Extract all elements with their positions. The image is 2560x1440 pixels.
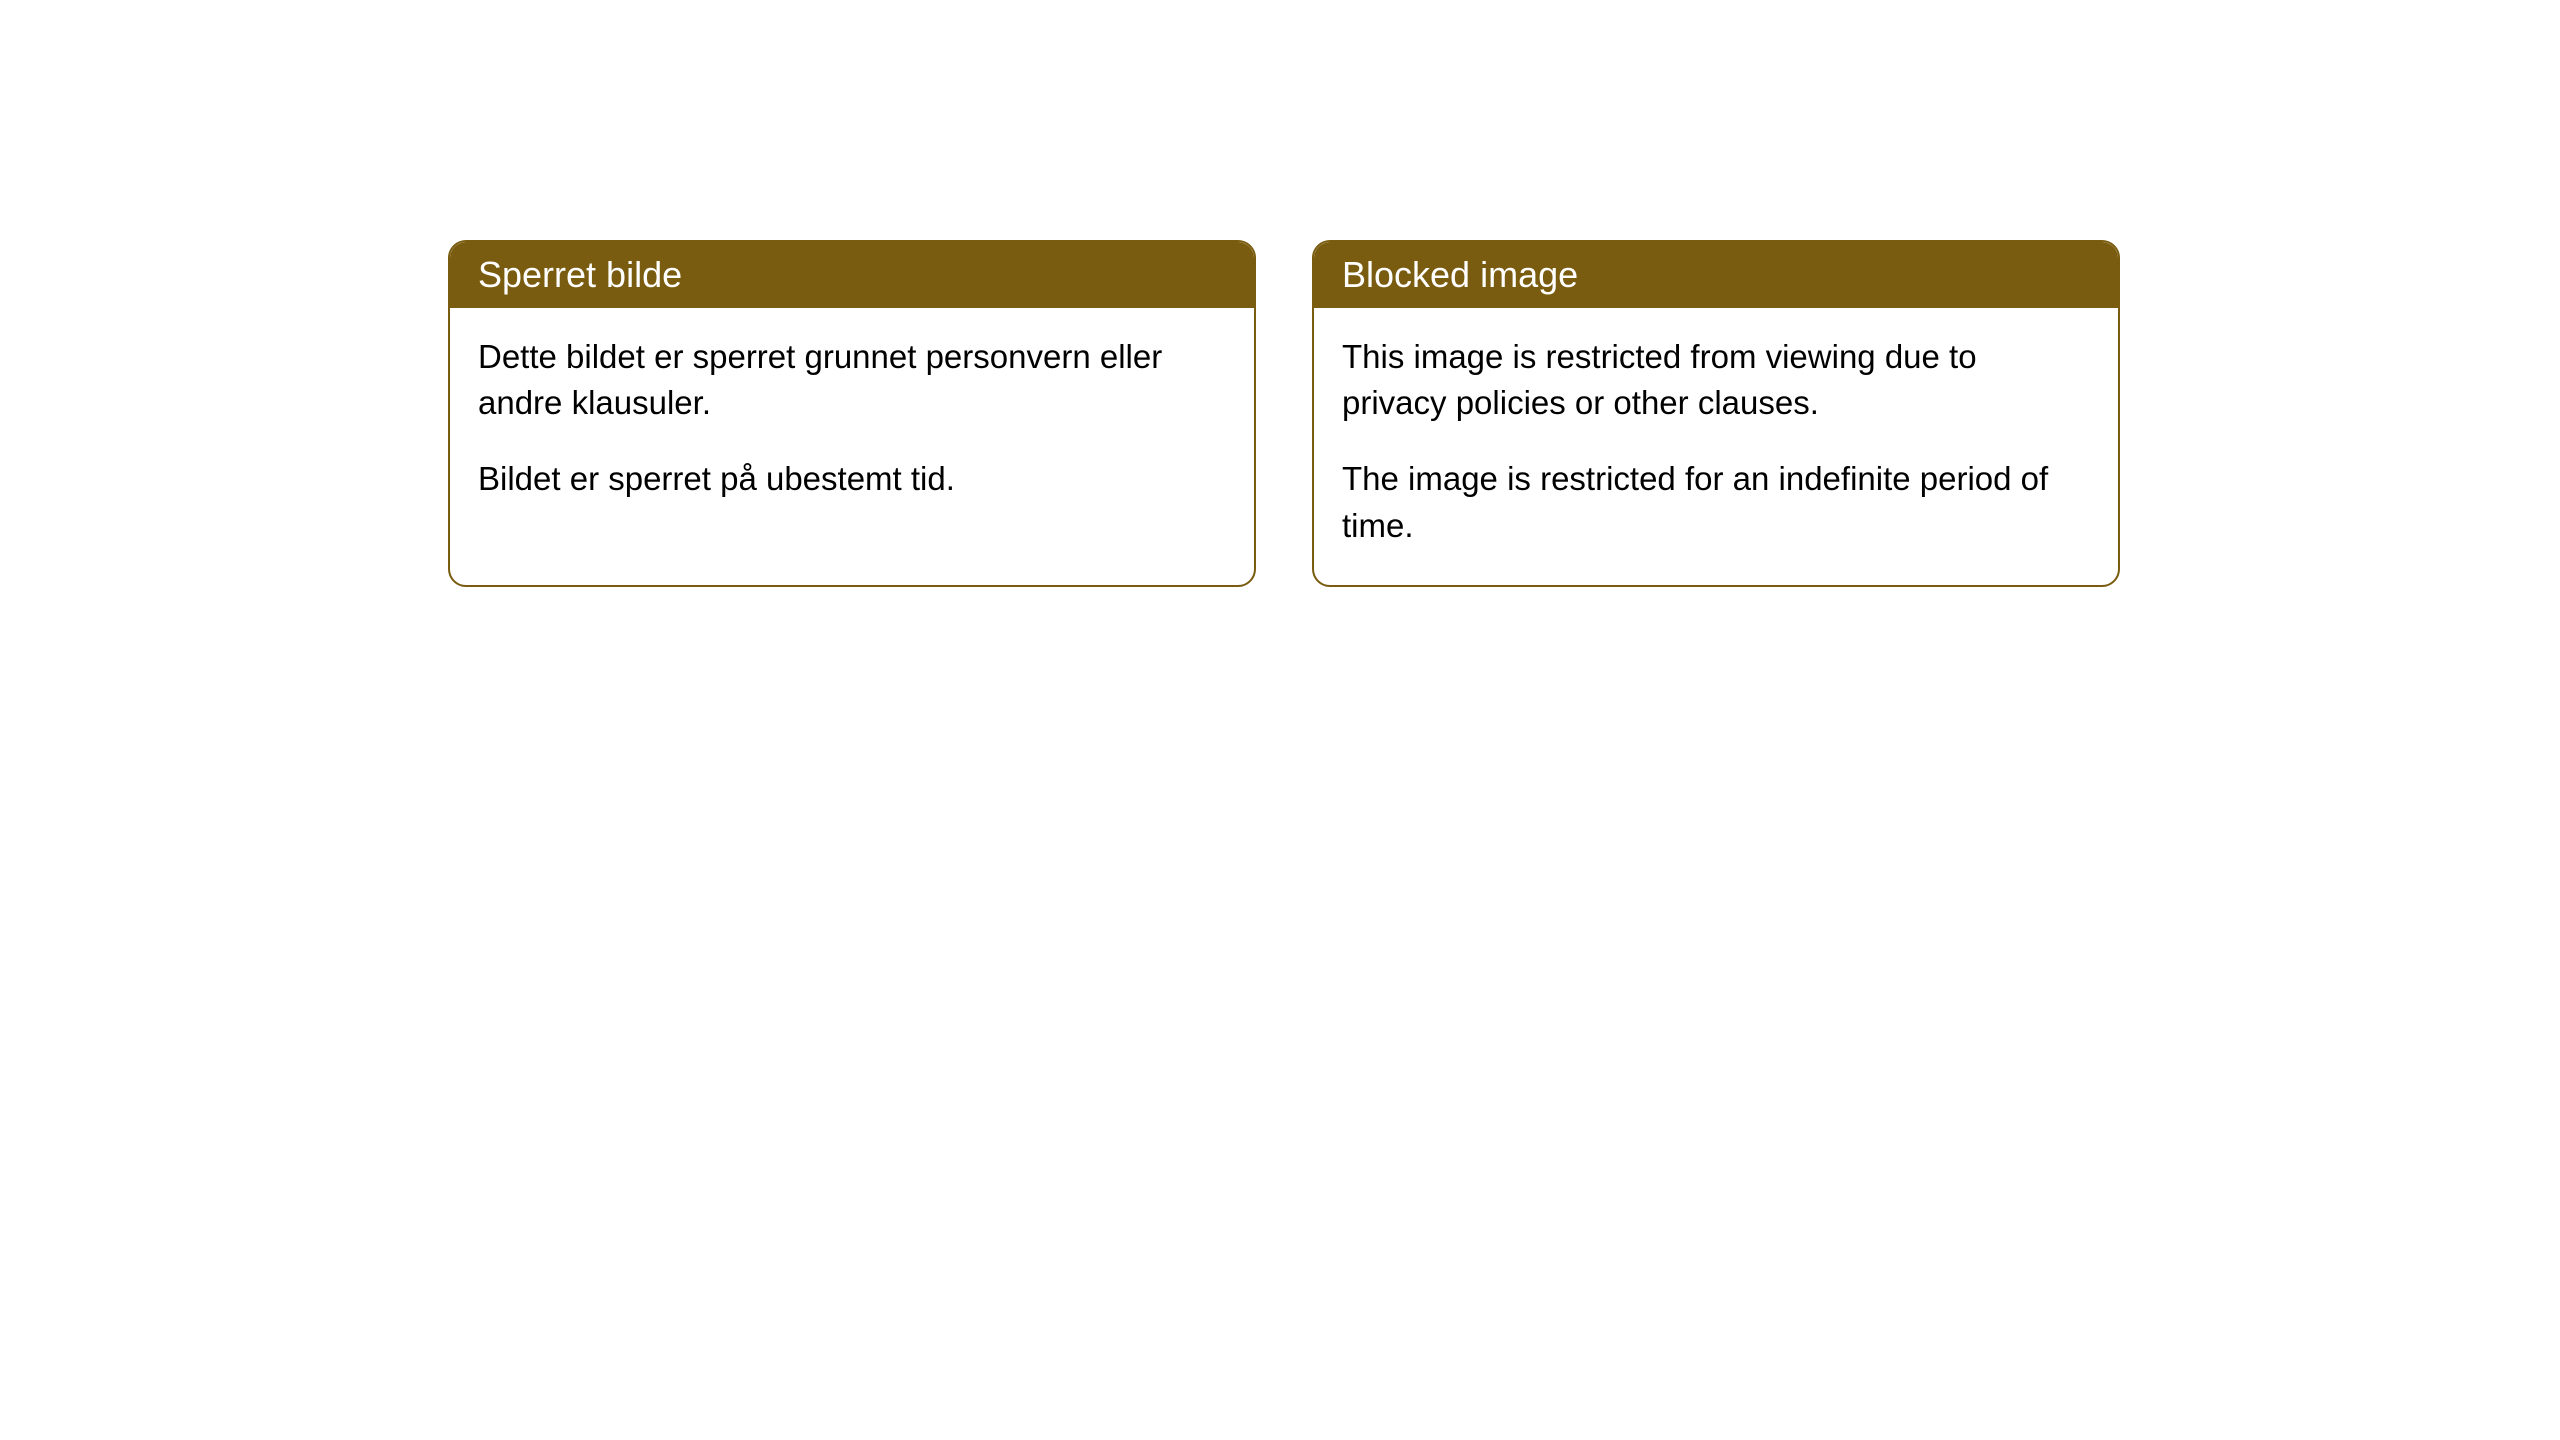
card-title: Blocked image: [1314, 242, 2118, 308]
notice-cards-container: Sperret bilde Dette bildet er sperret gr…: [448, 240, 2120, 587]
card-body: Dette bildet er sperret grunnet personve…: [450, 308, 1254, 539]
blocked-image-card-english: Blocked image This image is restricted f…: [1312, 240, 2120, 587]
card-paragraph-1: This image is restricted from viewing du…: [1342, 334, 2090, 426]
card-title: Sperret bilde: [450, 242, 1254, 308]
blocked-image-card-norwegian: Sperret bilde Dette bildet er sperret gr…: [448, 240, 1256, 587]
card-paragraph-1: Dette bildet er sperret grunnet personve…: [478, 334, 1226, 426]
card-body: This image is restricted from viewing du…: [1314, 308, 2118, 585]
card-paragraph-2: Bildet er sperret på ubestemt tid.: [478, 456, 1226, 502]
card-paragraph-2: The image is restricted for an indefinit…: [1342, 456, 2090, 548]
